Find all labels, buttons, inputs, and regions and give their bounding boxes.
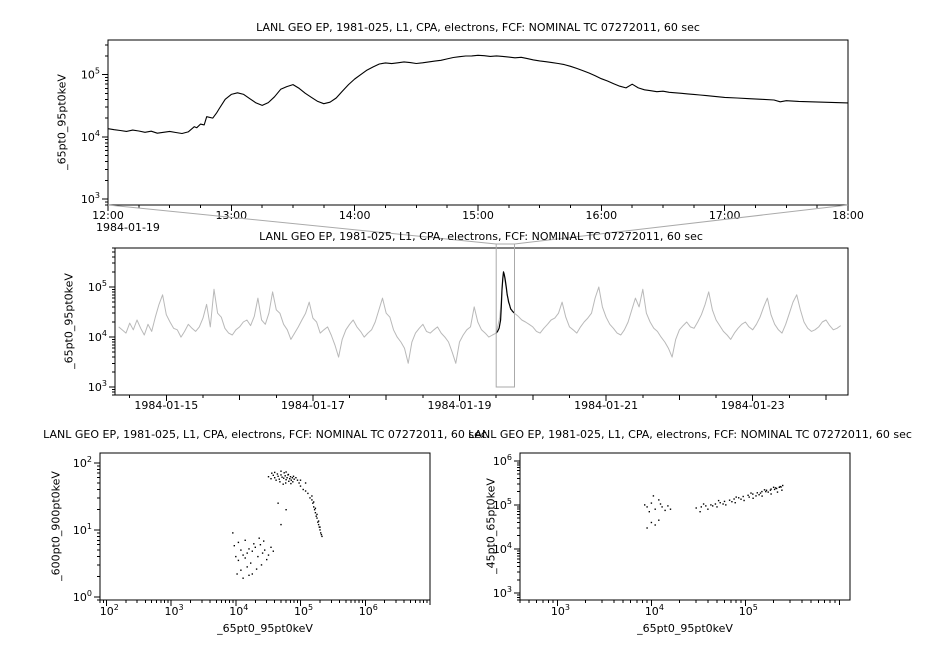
tick-label: 105 <box>81 67 100 82</box>
panel3-title: LANL GEO EP, 1981-025, L1, CPA, electron… <box>43 428 487 441</box>
plot-frame[interactable] <box>114 247 849 396</box>
tick-label: 103 <box>493 585 512 600</box>
tick-label: 13:00 <box>215 209 247 222</box>
series-electrons-65-95keV <box>107 54 849 135</box>
panel-scatter-600-900[interactable]: 100 101 102 102 103 104 105 106 <box>73 452 431 618</box>
tick-label: 103 <box>551 603 570 618</box>
series-context <box>118 271 841 364</box>
tick-label: 1984-01-21 <box>574 399 638 412</box>
tick-label: 104 <box>229 603 248 618</box>
tick-label: 104 <box>88 329 107 344</box>
tick-label: 104 <box>81 129 100 144</box>
plot-frame[interactable] <box>107 39 849 206</box>
tick-label: 1984-01-23 <box>721 399 785 412</box>
tick-label: 1984-01-17 <box>281 399 345 412</box>
tick-label: 105 <box>739 603 758 618</box>
tick-label: 103 <box>88 379 107 394</box>
tick-label: 1984-01-19 <box>428 399 492 412</box>
tick-label: 18:00 <box>832 209 864 222</box>
panel4-x-axis-label: _65pt0_95pt0keV <box>637 622 733 635</box>
tick-label: 12:00 <box>92 209 124 222</box>
zoom-selection-box[interactable] <box>495 243 516 388</box>
tick-label: 14:00 <box>339 209 371 222</box>
tick-label: 103 <box>164 603 183 618</box>
tick-label: 104 <box>645 603 664 618</box>
plot-frame[interactable] <box>99 452 431 601</box>
series-points <box>232 470 323 579</box>
series-highlight <box>495 271 515 334</box>
tick-label: 16:00 <box>585 209 617 222</box>
tick-label: 106 <box>359 603 378 618</box>
tick-label: 17:00 <box>709 209 741 222</box>
tick-label: 15:00 <box>462 209 494 222</box>
panel3-x-axis-label: _65pt0_95pt0keV <box>217 622 313 635</box>
tick-label: 104 <box>493 541 512 556</box>
plot-frame[interactable] <box>519 452 851 601</box>
tick-label: 105 <box>294 603 313 618</box>
tick-label: 100 <box>73 589 92 604</box>
series-points <box>644 484 784 529</box>
tick-label: 102 <box>73 455 92 470</box>
panel2-y-axis-label: _65pt0_95pt0keV <box>62 273 76 369</box>
panel1-x-axis-date: 1984-01-19 <box>96 221 160 234</box>
panel4-title: LANL GEO EP, 1981-025, L1, CPA, electron… <box>468 428 912 441</box>
panel-zoom-timeseries[interactable]: 103 104 105 12:00 13:00 14:00 15:00 16:00 17:00 1… <box>81 39 864 222</box>
tick-label: 102 <box>100 603 119 618</box>
panel1-title: LANL GEO EP, 1981-025, L1, CPA, electron… <box>256 21 700 34</box>
tick-label: 105 <box>88 279 107 294</box>
panel4-y-axis-label: _45pt0_65pt0keV <box>484 478 498 574</box>
panel2-title: LANL GEO EP, 1981-025, L1, CPA, electron… <box>259 230 703 243</box>
tick-label: 101 <box>73 522 92 537</box>
zoom-selection[interactable] <box>107 204 849 388</box>
tick-label: 1984-01-15 <box>134 399 198 412</box>
tick-label: 105 <box>493 497 512 512</box>
panel-scatter-45-65[interactable]: 103 104 105 106 103 104 105 <box>493 452 851 618</box>
tick-label: 106 <box>493 453 512 468</box>
panel1-y-axis-label: _65pt0_95pt0keV <box>55 74 69 170</box>
panel-context-timeseries[interactable]: 103 104 105 1984-01-15 1984-01-17 1984-01-19 1… <box>88 247 849 412</box>
tick-label: 103 <box>81 191 100 206</box>
panel3-y-axis-label: _600pt0_900pt0keV <box>49 471 63 581</box>
